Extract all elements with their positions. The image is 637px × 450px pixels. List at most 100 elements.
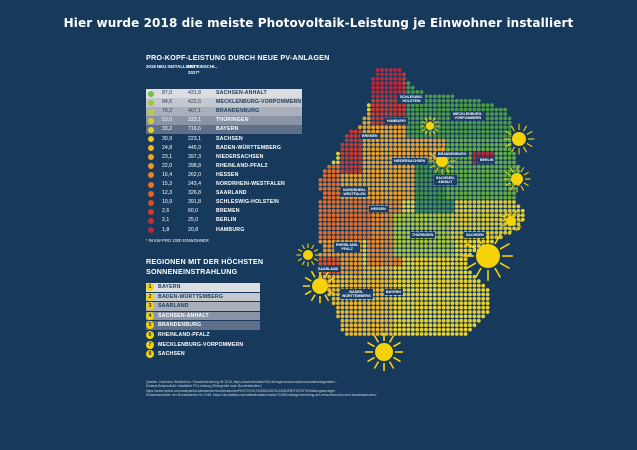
map-dot [419,226,424,231]
map-dot [393,98,398,103]
map-dot [371,244,376,248]
map-dot [384,81,389,86]
map-dot [397,200,402,204]
map-dot [424,266,428,270]
map-dot [358,200,362,204]
map-dot [415,200,420,204]
map-dot [432,239,437,244]
map-dot [318,208,323,213]
ranking-row: 12,3 326,8 SAARLAND [146,189,302,198]
map-dot [472,283,477,288]
map-dot [459,292,464,297]
map-dot [498,120,503,125]
map-dot [441,305,446,310]
map-dot [450,244,455,248]
map-dot [388,252,393,257]
map-dot [450,270,455,275]
map-dot [446,200,450,204]
map-dot [410,103,415,108]
map-dot [349,164,354,169]
map-dot [494,235,499,240]
map-dot [402,323,406,328]
map-dot [415,182,420,187]
map-dot [476,125,481,130]
map-dot [481,151,486,156]
map-dot [371,323,376,328]
map-dot [441,239,446,244]
map-dot [415,134,420,138]
map-dot [490,107,494,112]
map-dot [419,279,424,284]
map-dot [428,266,433,270]
map-dot [344,327,349,332]
map-dot [463,120,468,125]
map-dot [397,178,402,182]
map-dot [336,160,340,165]
map-dot [380,266,384,270]
map-dot [476,195,481,200]
map-dot [468,226,472,231]
color-dot [148,136,154,142]
map-dot [380,116,384,121]
map-dot [406,261,411,266]
map-dot [446,305,450,310]
ranking-row: 24,8 445,9 BADEN-WÜRTTEMBERG [146,144,302,153]
map-label: HAMBURG [385,118,408,124]
map-dot [441,169,446,174]
map-dot [406,85,411,90]
map-dot [468,142,472,147]
map-dot [424,103,428,108]
map-dot [318,235,323,240]
map-dot [402,235,406,240]
map-dot [446,327,450,332]
map-dot [481,142,486,147]
map-dot [393,90,398,94]
map-dot [490,235,494,240]
map-dot [358,169,362,174]
map-dot [454,327,459,332]
map-dot [393,85,398,90]
map-dot [446,186,450,191]
map-dot [463,244,468,248]
map-dot [419,244,424,248]
sun-icon [463,231,513,281]
map-dot [494,217,499,222]
map-dot [503,129,508,134]
map-dot [410,252,415,257]
map-dot [424,173,428,178]
map-dot [432,107,437,112]
map-dot [366,230,371,235]
map-dot [463,318,468,323]
map-dot [446,195,450,200]
map-dot [353,208,358,213]
map-dot [512,195,516,200]
map-dot [454,142,459,147]
map-dot [450,138,455,143]
map-dot [371,274,376,279]
map-dot [454,164,459,169]
color-dot [148,181,154,188]
map-dot [353,138,358,143]
map-dot [441,125,446,130]
map-dot [428,147,433,152]
map-dot [410,195,415,200]
map-dot [402,301,406,306]
map-dot [380,125,384,130]
map-dot [468,120,472,125]
map-dot [476,310,481,314]
map-dot [450,279,455,284]
map-dot [388,90,393,94]
map-dot [410,204,415,209]
map-dot [415,248,420,253]
map-dot [331,213,336,218]
map-dot [349,279,354,284]
map-dot [432,301,437,306]
map-dot [366,252,371,257]
map-dot [388,217,393,222]
map-dot [388,230,393,235]
map-dot [336,182,340,187]
map-dot [349,318,354,323]
map-dot [472,323,477,328]
map-dot [393,252,398,257]
map-dot [432,252,437,257]
